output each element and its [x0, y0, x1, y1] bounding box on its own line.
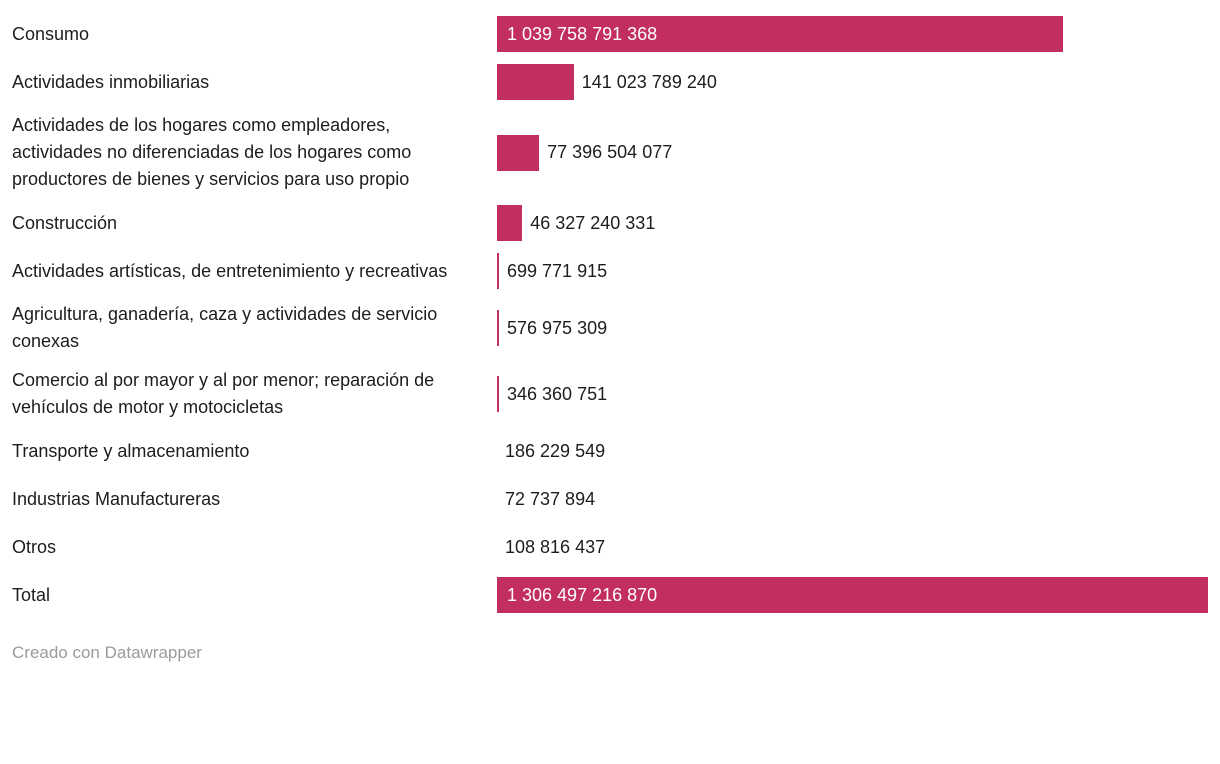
category-label: Agricultura, ganadería, caza y actividad…: [12, 304, 438, 351]
category-label: Total: [12, 584, 51, 605]
bar[interactable]: [497, 64, 574, 100]
chart-row: Transporte y almacenamiento 186 229 549: [12, 427, 1208, 475]
value-label: 186 229 549: [505, 440, 606, 461]
value-label: 576 975 309: [507, 317, 608, 338]
bar-cell: 576 975 309: [497, 310, 1208, 346]
bar-cell: 77 396 504 077: [497, 134, 1208, 171]
bar[interactable]: 1 039 758 791 368: [497, 16, 1063, 52]
chart-row: Agricultura, ganadería, caza y actividad…: [12, 295, 1208, 361]
category-label: Transporte y almacenamiento: [12, 440, 250, 461]
value-label: 699 771 915: [507, 260, 608, 281]
bar[interactable]: 1 306 497 216 870: [497, 577, 1208, 613]
chart-rows: Consumo 1 039 758 791 368 Actividades inmo…: [12, 10, 1208, 619]
bar[interactable]: [497, 205, 523, 241]
bar[interactable]: [497, 134, 540, 171]
chart-row: Actividades inmobiliarias 141 023 789 240: [12, 58, 1208, 106]
chart-row: Comercio al por mayor y al por menor; re…: [12, 361, 1208, 427]
bar-chart: Consumo 1 039 758 791 368 Actividades inmo…: [12, 10, 1208, 619]
value-label: 141 023 789 240: [581, 71, 717, 92]
value-label: 1 039 758 791 368: [507, 23, 658, 44]
chart-row: Otros 108 816 437: [12, 523, 1208, 571]
bar[interactable]: [497, 376, 499, 412]
value-label: 77 396 504 077: [547, 142, 673, 162]
bar-cell: 108 816 437: [497, 529, 1208, 565]
category-label: Consumo: [12, 23, 90, 44]
chart-row: Industrias Manufactureras 72 737 894: [12, 475, 1208, 523]
category-label: Actividades inmobiliarias: [12, 71, 210, 92]
category-label: Otros: [12, 536, 57, 557]
bar[interactable]: [497, 310, 499, 346]
chart-row: Total 1 306 497 216 870: [12, 571, 1208, 619]
bar-cell: 186 229 549: [497, 433, 1208, 469]
bar-cell: 1 039 758 791 368: [497, 16, 1208, 52]
bar-cell: 72 737 894: [497, 481, 1208, 517]
bar[interactable]: [497, 253, 499, 289]
bar-cell: 1 306 497 216 870: [497, 577, 1208, 613]
bar-cell: 46 327 240 331: [497, 205, 1208, 241]
bar-cell: 141 023 789 240: [497, 64, 1208, 100]
value-label: 108 816 437: [505, 536, 606, 557]
bar-cell: 346 360 751: [497, 376, 1208, 412]
category-label: Construcción: [12, 212, 118, 233]
category-label: Industrias Manufactureras: [12, 488, 221, 509]
value-label: 46 327 240 331: [530, 212, 656, 233]
category-label: Actividades artísticas, de entretenimien…: [12, 260, 448, 281]
category-label: Comercio al por mayor y al por menor; re…: [12, 370, 435, 417]
bar-cell: 699 771 915: [497, 253, 1208, 289]
chart-row: Consumo 1 039 758 791 368: [12, 10, 1208, 58]
chart-row: Actividades artísticas, de entretenimien…: [12, 247, 1208, 295]
chart-row: Construcción 46 327 240 331: [12, 199, 1208, 247]
value-label: 1 306 497 216 870: [507, 584, 658, 605]
chart-row: Actividades de los hogares como empleado…: [12, 106, 1208, 199]
value-label: 72 737 894: [505, 488, 596, 509]
value-label: 346 360 751: [507, 383, 608, 404]
category-label: Actividades de los hogares como empleado…: [12, 115, 412, 189]
datawrapper-credit-link[interactable]: Creado con Datawrapper: [12, 643, 202, 662]
chart-footer: Creado con Datawrapper: [0, 619, 1220, 663]
